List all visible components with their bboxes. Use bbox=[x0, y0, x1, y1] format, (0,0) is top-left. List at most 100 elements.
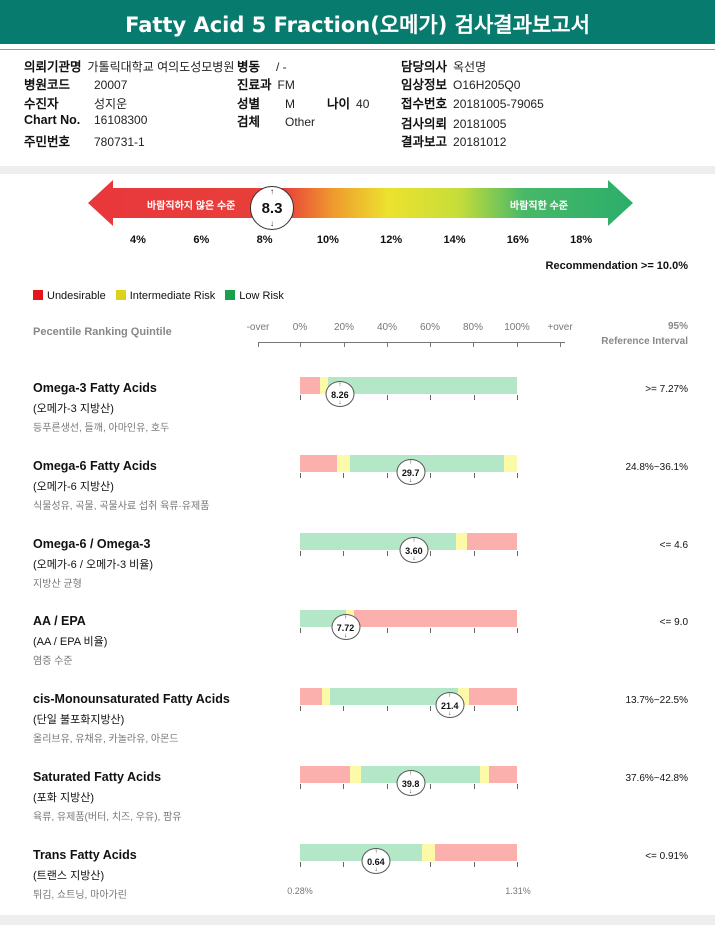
reference-interval: <= 4.6 bbox=[659, 539, 688, 551]
chart-no-field: Chart No. 16108300 bbox=[24, 113, 148, 127]
omega3-index-marker: ↑ 8.3 ↓ bbox=[250, 186, 294, 230]
analyte-korean-name: (트랜스 지방산) bbox=[33, 869, 105, 882]
analyte-korean-name: (포화 지방산) bbox=[33, 792, 94, 804]
result-row: Saturated Fatty Acids (포화 지방산) 육류, 유제품(버… bbox=[0, 766, 715, 840]
down-arrow-icon: ↓ bbox=[344, 633, 348, 640]
scale-label: 4% bbox=[130, 234, 146, 246]
bar-ticks bbox=[300, 472, 518, 478]
bar-tick bbox=[430, 784, 432, 789]
result-row: Omega-6 / Omega-3 (오메가-6 / 오메가-3 비율) 지방산… bbox=[0, 532, 715, 607]
axis-label: 80% bbox=[462, 322, 484, 333]
analyte-name: Omega-6 Fatty Acids bbox=[33, 458, 157, 473]
analyte-name: Omega-3 Fatty Acids bbox=[33, 381, 157, 395]
risk-segment-yellow bbox=[421, 843, 435, 861]
risk-segment-red bbox=[300, 454, 337, 472]
result-row: Omega-6 Fatty Acids (오메가-6 지방산) 식물성유, 곡물… bbox=[0, 454, 715, 529]
ward-field: 병동 / - bbox=[237, 60, 287, 74]
bar-tick bbox=[300, 395, 301, 400]
axis-label: -over bbox=[246, 322, 270, 333]
bar-tick bbox=[343, 550, 345, 556]
down-arrow-icon: ↓ bbox=[338, 400, 342, 406]
bar-tick bbox=[473, 550, 475, 556]
analyte-name: Trans Fatty Acids bbox=[33, 847, 137, 862]
receipt-no-field: 접수번호 20181005-79065 bbox=[401, 97, 544, 111]
risk-segment-green bbox=[328, 377, 517, 394]
risk-segment-green bbox=[300, 843, 422, 861]
bar-tick bbox=[517, 550, 518, 556]
risk-segment-red bbox=[300, 766, 350, 783]
bar-ticks bbox=[300, 550, 518, 556]
hospital-code-field: 병원코드 20007 bbox=[24, 78, 128, 92]
patient-info: 의뢰기관명 가톨릭대학교 여의도성모병원 병동 / - 담당의사 옥선명 병원코드 20… bbox=[0, 49, 715, 167]
bar-tick bbox=[430, 628, 432, 634]
bar-tick bbox=[386, 706, 388, 712]
analyte-korean-name: (오메가-6 / 오메가-3 비율) bbox=[33, 558, 154, 571]
up-arrow-icon: ↑ bbox=[409, 459, 413, 466]
axis-tick bbox=[430, 342, 431, 347]
risk-segment-green bbox=[300, 532, 457, 550]
bar-tick bbox=[300, 861, 301, 867]
bar-tick bbox=[430, 395, 432, 400]
specimen-field: 검체 Other bbox=[237, 115, 316, 129]
axis-label: 40% bbox=[376, 322, 398, 333]
bar-tick bbox=[517, 784, 518, 789]
trans-range-max: 1.31% bbox=[505, 886, 531, 896]
analyte-foods: 염증 수준 bbox=[33, 656, 73, 668]
report-title: Fatty Acid 5 Fraction(오메가) 검사결과보고서 bbox=[0, 0, 715, 47]
up-arrow-icon: ↑ bbox=[374, 848, 378, 855]
recommendation: Recommendation >= 10.0% bbox=[545, 260, 688, 272]
analyte-name: Saturated Fatty Acids bbox=[33, 770, 162, 784]
bar-tick bbox=[430, 706, 432, 712]
scale-label: 8% bbox=[256, 234, 273, 246]
bar-tick bbox=[473, 628, 475, 634]
up-arrow-icon: ↑ bbox=[270, 187, 274, 196]
up-arrow-icon: ↑ bbox=[409, 771, 413, 777]
patient-field: 수진자 성지운 bbox=[24, 97, 128, 111]
bar-tick bbox=[386, 550, 388, 556]
scale-label: 16% bbox=[506, 234, 529, 246]
result-row: cis-Monounsaturated Fatty Acids (단일 불포화지… bbox=[0, 688, 715, 762]
risk-segment-red bbox=[488, 766, 517, 783]
analyte-foods: 지방산 균형 bbox=[33, 578, 82, 590]
analyte-korean-name: (오메가-6 지방산) bbox=[33, 480, 114, 493]
bar-tick bbox=[430, 861, 432, 867]
bar-tick bbox=[517, 628, 518, 634]
risk-segment-red bbox=[300, 377, 320, 394]
reference-interval: <= 0.91% bbox=[645, 850, 688, 862]
desirable-level-label: 바람직한 수준 bbox=[510, 201, 568, 212]
age-field: 나이 40 bbox=[327, 97, 370, 111]
axis-tick bbox=[258, 342, 259, 347]
bar-tick bbox=[300, 784, 301, 789]
divider bbox=[0, 166, 715, 174]
risk-segment-red bbox=[300, 688, 322, 706]
result-row: AA / EPA (AA / EPA 비율) 염증 수준 <= 9.0 ↑ 7.72… bbox=[0, 610, 715, 684]
value-marker: ↑ 3.60 ↓ bbox=[399, 536, 429, 563]
analyte-foods: 튀김, 쇼트닝, 마아가린 bbox=[33, 889, 127, 901]
risk-segment-yellow bbox=[321, 688, 331, 706]
department-field: 진료과 FM bbox=[237, 78, 295, 92]
bar-tick bbox=[300, 472, 301, 478]
bar-tick bbox=[473, 784, 475, 789]
axis-tick bbox=[473, 342, 474, 347]
risk-bar bbox=[300, 843, 517, 861]
axis-label: 0% bbox=[292, 322, 308, 333]
down-arrow-icon: ↓ bbox=[270, 219, 274, 228]
omega3-index-gradient-arrow bbox=[88, 180, 633, 226]
risk-segment-yellow bbox=[319, 377, 329, 394]
analyte-name: AA / EPA bbox=[33, 614, 86, 629]
bar-tick bbox=[386, 395, 388, 400]
footer-band bbox=[0, 915, 715, 925]
axis-tick bbox=[300, 342, 301, 347]
percentile-axis bbox=[258, 342, 565, 343]
scale-label: 14% bbox=[443, 234, 466, 246]
percentile-title: Pecentile Ranking Quintile bbox=[33, 326, 172, 338]
reference-interval-header: 95% Reference Interval bbox=[601, 321, 688, 347]
risk-segment-red bbox=[354, 610, 517, 628]
bar-tick bbox=[343, 784, 345, 789]
institution-field: 의뢰기관명 가톨릭대학교 여의도성모병원 bbox=[24, 60, 235, 74]
risk-bar bbox=[300, 377, 517, 394]
bar-tick bbox=[386, 628, 388, 634]
bar-tick bbox=[473, 472, 475, 478]
analyte-foods: 등푸른생선, 들깨, 아마인유, 호두 bbox=[33, 423, 170, 434]
axis-label: 100% bbox=[504, 322, 530, 333]
